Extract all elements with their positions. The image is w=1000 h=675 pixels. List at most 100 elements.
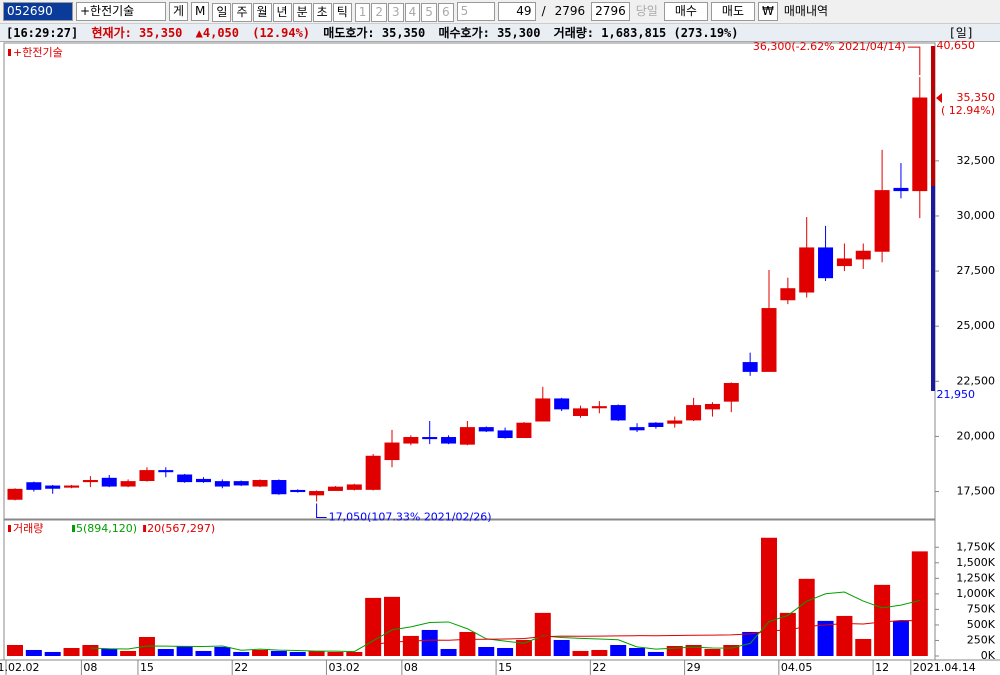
period-button[interactable]: 주: [232, 3, 252, 22]
volume-bar: [779, 612, 796, 656]
x-tick-label: 29: [687, 661, 701, 674]
number-button[interactable]: 4: [404, 3, 421, 22]
volume-bar: [647, 651, 664, 656]
period-button[interactable]: 초: [312, 3, 332, 22]
price-marker-label: 35,350: [957, 91, 996, 104]
candle-body: [591, 406, 607, 409]
y-tick-label: 32,500: [957, 154, 996, 167]
candle-body: [667, 420, 683, 424]
candle-body: [365, 455, 381, 490]
price-frame: [3, 42, 936, 520]
price-marker: [936, 93, 942, 104]
volume-bar: [478, 646, 495, 656]
candle-body: [290, 489, 306, 493]
legend-swatch: [8, 49, 11, 56]
x-tick-label: 22: [234, 661, 248, 674]
candle-body: [252, 480, 268, 487]
candle-body: [45, 485, 61, 489]
candle-body: [780, 288, 796, 301]
button[interactable]: 게: [169, 2, 189, 21]
change-pct: (12.94%): [252, 26, 311, 40]
period-button[interactable]: 틱: [332, 3, 352, 22]
candle-body: [912, 97, 928, 192]
volume-bar: [214, 646, 231, 656]
y-tick-label: 1,750K: [956, 540, 995, 553]
candle-body: [26, 482, 42, 490]
button[interactable]: M: [191, 2, 210, 21]
candle-body: [874, 190, 890, 252]
candle-body: [723, 383, 739, 402]
candle-body: [799, 247, 815, 293]
y-tick-label: 0K: [981, 649, 996, 662]
period-button[interactable]: 분: [292, 3, 312, 22]
number-button[interactable]: 5: [421, 3, 437, 22]
candle-body: [64, 485, 80, 488]
volume-bar: [553, 639, 570, 656]
ma-line: [90, 591, 920, 653]
volume-bar: [25, 649, 42, 656]
candle-body: [610, 405, 626, 421]
y-tick-label: 27,500: [957, 264, 996, 277]
legend-swatch: [8, 525, 11, 532]
x-tick-label: 2021.04.14: [913, 661, 976, 674]
volume-bar: [270, 650, 287, 656]
candle-body: [384, 442, 400, 461]
volume-bar: [252, 649, 269, 656]
number-button[interactable]: 3: [388, 3, 404, 22]
volume-bar: [572, 650, 589, 656]
volume-bar: [402, 635, 419, 656]
x-tick-label: 12: [875, 661, 889, 674]
total-input[interactable]: 2796: [591, 2, 630, 21]
number-button[interactable]: 6: [437, 3, 454, 22]
volume-bar: [384, 596, 400, 656]
history[interactable]: 매매내역: [783, 4, 829, 18]
x-tick-label: 22: [592, 661, 606, 674]
volume-bar: [101, 648, 118, 656]
candle-body: [836, 258, 852, 267]
volume: 거래량: 1,683,815 (273.19%): [553, 26, 739, 40]
period-button[interactable]: 일: [212, 3, 232, 22]
stock-name[interactable]: +한전기술: [76, 2, 166, 21]
period-button[interactable]: 월: [252, 3, 272, 22]
y-tick-label: 250K: [967, 633, 996, 646]
volume-bar: [911, 551, 928, 656]
volume-bar: [82, 645, 99, 656]
buy[interactable]: 매수: [663, 2, 708, 21]
range-bar: [931, 46, 935, 391]
legend: 거래량: [13, 522, 43, 535]
time: [16:29:27]: [6, 26, 79, 40]
candle-body: [648, 422, 664, 428]
volume-bar: [591, 649, 608, 656]
ask: 매도호가: 35,350: [323, 26, 426, 40]
count[interactable]: 49: [497, 2, 536, 21]
period-button[interactable]: 년: [272, 3, 292, 22]
today[interactable]: 당일: [635, 4, 658, 18]
volume-bar: [7, 645, 23, 656]
period: [일]: [948, 26, 975, 40]
sell[interactable]: 매도: [710, 2, 755, 21]
volume-bar: [704, 648, 721, 656]
candle-body: [309, 491, 325, 496]
volume-bar: [497, 647, 514, 656]
candle-body: [893, 187, 909, 192]
volume-bar: [874, 584, 891, 656]
legend-swatch: [72, 525, 75, 532]
candle-body: [761, 308, 777, 372]
volume-bar: [685, 645, 702, 656]
stock-code[interactable]: 052690: [3, 2, 73, 21]
high-note-arrow: [907, 46, 921, 76]
volume-bar: [817, 620, 834, 656]
candle-body: [327, 486, 343, 491]
x-tick-label: 03.02: [328, 661, 360, 674]
candle-body: [554, 398, 570, 410]
candle-body: [818, 247, 834, 279]
number-button[interactable]: 1: [354, 3, 371, 22]
x-tick-label: 08: [83, 661, 97, 674]
interval[interactable]: 5: [456, 2, 495, 21]
y-tick-label: 500K: [967, 618, 996, 631]
number-button[interactable]: 2: [371, 3, 388, 22]
won[interactable]: ₩: [758, 2, 778, 21]
